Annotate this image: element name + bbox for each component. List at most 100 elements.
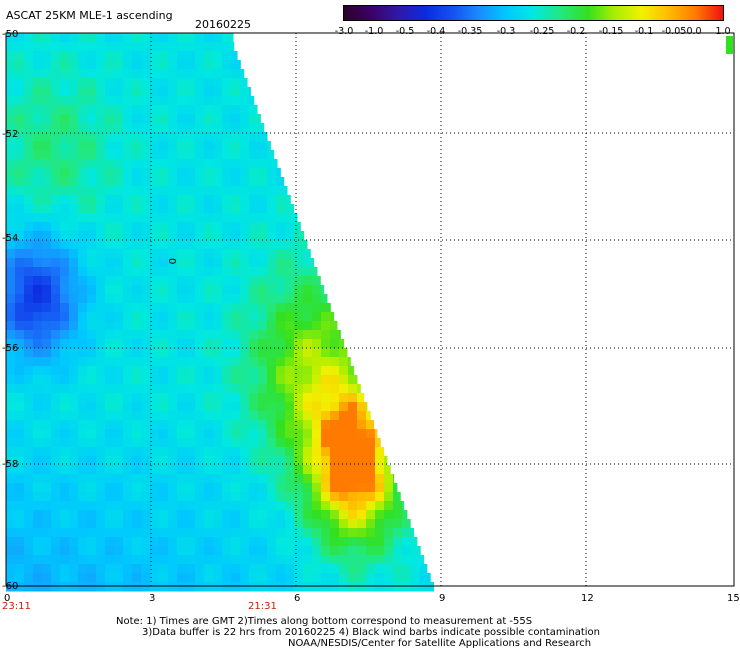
colorbar-label: -0.5 — [395, 26, 415, 37]
data-cell — [375, 546, 385, 556]
data-cell — [204, 186, 214, 196]
data-cell — [15, 168, 25, 178]
data-cell — [240, 510, 250, 520]
data-cell — [42, 519, 52, 529]
data-cell — [15, 573, 25, 583]
data-cell — [168, 483, 178, 493]
data-cell — [114, 33, 124, 43]
data-cell — [87, 33, 97, 43]
data-cell — [348, 465, 358, 475]
data-cell — [222, 177, 232, 187]
data-cell — [78, 429, 88, 439]
data-cell — [249, 303, 259, 313]
data-cell — [60, 213, 70, 223]
data-cell — [15, 267, 25, 277]
data-cell — [132, 159, 142, 169]
data-cell — [159, 528, 169, 538]
data-cell — [87, 321, 97, 331]
data-cell — [6, 114, 16, 124]
data-cell — [204, 447, 214, 457]
data-cell — [339, 438, 349, 448]
data-cell — [213, 258, 223, 268]
data-cell — [69, 60, 79, 70]
data-cell — [231, 510, 241, 520]
data-cell — [123, 105, 133, 115]
data-cell — [78, 366, 88, 376]
data-cell — [294, 375, 304, 385]
data-cell — [60, 177, 70, 187]
data-cell — [195, 429, 205, 439]
data-cell — [312, 375, 322, 385]
data-cell — [33, 465, 43, 475]
data-cell — [213, 78, 223, 88]
data-cell — [105, 231, 115, 241]
data-cell — [141, 366, 151, 376]
data-cell — [150, 492, 160, 502]
data-cell — [177, 537, 187, 547]
data-cell — [204, 321, 214, 331]
data-cell — [312, 546, 322, 556]
data-cell — [312, 510, 322, 520]
data-cell — [177, 231, 187, 241]
data-cell — [96, 582, 106, 592]
data-cell — [330, 321, 338, 331]
data-cell — [339, 330, 341, 340]
data-cell — [195, 114, 205, 124]
data-cell — [15, 222, 25, 232]
data-cell — [213, 285, 223, 295]
data-cell — [69, 456, 79, 466]
data-cell — [141, 555, 151, 565]
data-cell — [285, 267, 295, 277]
data-cell — [195, 141, 205, 151]
data-cell — [285, 240, 295, 250]
data-cell — [96, 42, 106, 52]
data-cell — [33, 357, 43, 367]
data-cell — [276, 204, 286, 214]
data-cell — [60, 303, 70, 313]
data-cell — [186, 195, 196, 205]
data-cell — [159, 375, 169, 385]
data-cell — [258, 330, 268, 340]
data-cell — [231, 447, 241, 457]
data-cell — [87, 60, 97, 70]
data-cell — [33, 105, 43, 115]
data-cell — [87, 411, 97, 421]
data-cell — [159, 105, 169, 115]
data-cell — [42, 420, 52, 430]
data-cell — [123, 123, 133, 133]
data-cell — [69, 429, 79, 439]
data-cell — [267, 474, 277, 484]
data-cell — [258, 123, 265, 133]
data-cell — [393, 546, 403, 556]
data-cell — [177, 465, 187, 475]
data-cell — [159, 87, 169, 97]
data-cell — [186, 438, 196, 448]
data-cell — [150, 339, 160, 349]
data-cell — [6, 312, 16, 322]
colorbar-label: -0.1 — [634, 26, 654, 37]
data-cell — [24, 339, 34, 349]
data-cell — [240, 573, 250, 583]
data-cell — [24, 330, 34, 340]
data-cell — [6, 420, 16, 430]
data-cell — [123, 357, 133, 367]
data-cell — [78, 96, 88, 106]
data-cell — [231, 465, 241, 475]
data-cell — [294, 555, 304, 565]
data-cell — [150, 375, 160, 385]
data-cell — [24, 510, 34, 520]
data-cell — [276, 474, 286, 484]
data-cell — [60, 402, 70, 412]
data-cell — [312, 582, 322, 592]
data-cell — [42, 69, 52, 79]
data-cell — [267, 438, 277, 448]
data-cell — [213, 519, 223, 529]
data-cell — [285, 366, 295, 376]
data-cell — [285, 456, 295, 466]
data-cell — [294, 285, 304, 295]
data-cell — [177, 159, 187, 169]
data-cell — [186, 492, 196, 502]
data-cell — [276, 510, 286, 520]
data-cell — [69, 114, 79, 124]
data-cell — [132, 402, 142, 412]
